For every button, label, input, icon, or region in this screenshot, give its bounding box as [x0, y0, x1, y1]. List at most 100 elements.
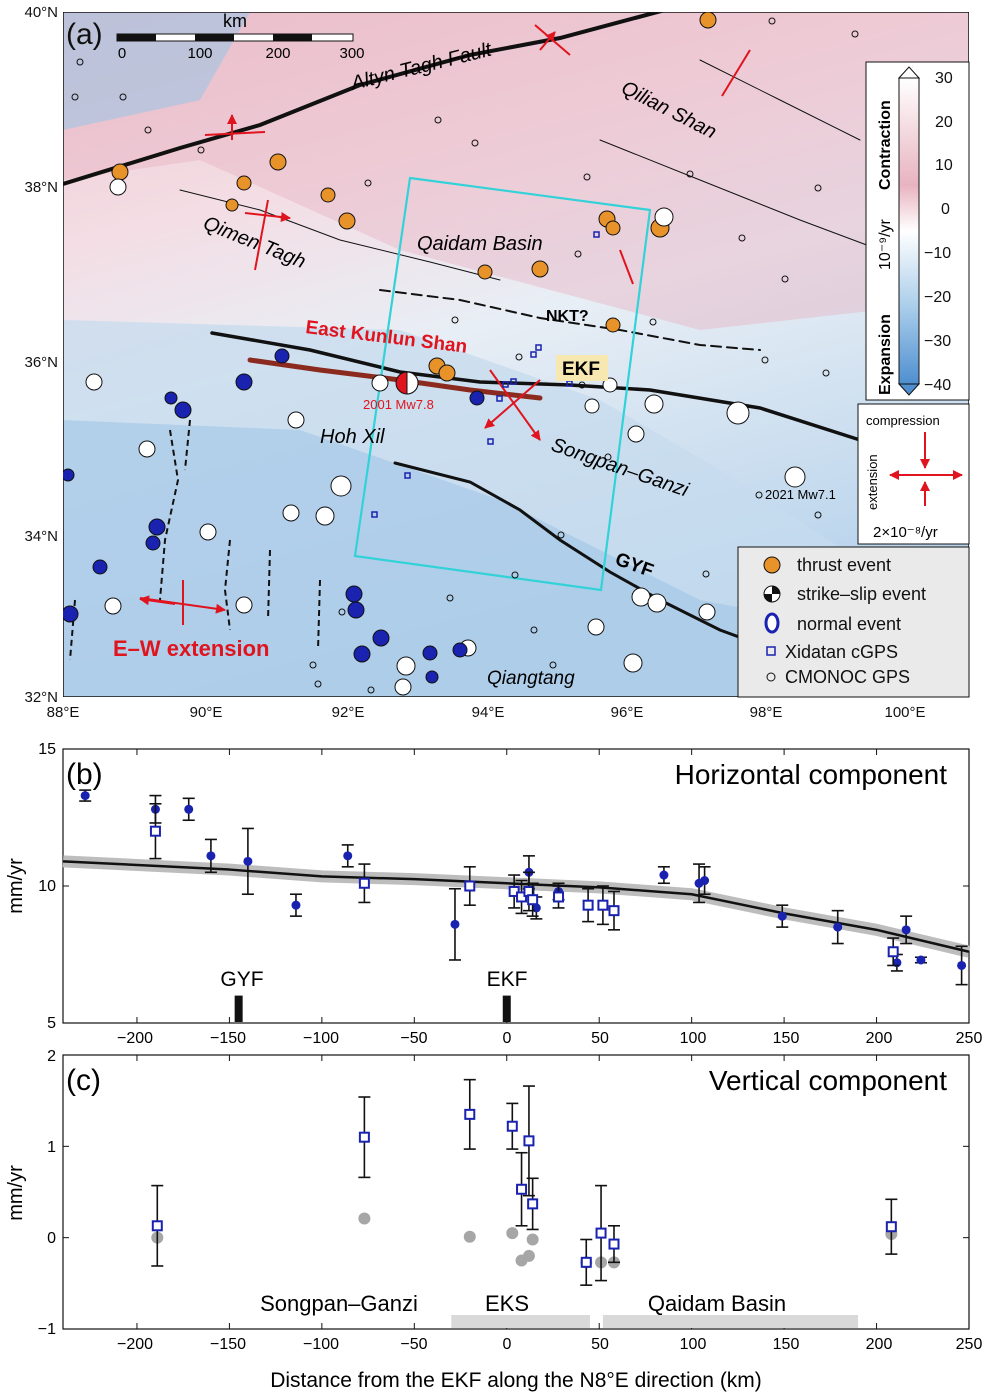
- normal-faults: [69, 419, 321, 661]
- gps-point-square: [595, 1227, 607, 1239]
- qiangtang-label: Qiangtang: [487, 668, 575, 689]
- chart-b-title: Horizontal component: [675, 759, 948, 790]
- gps-point-filled: [957, 960, 967, 970]
- contraction-zone: [63, 12, 969, 330]
- 2021-eq-label: 2021 Mw7.1: [765, 487, 836, 502]
- fault-marker-ekf: [502, 995, 511, 1022]
- x-tick-label: 150: [773, 1336, 800, 1353]
- colorbar-tick: 0: [941, 201, 950, 218]
- y-tick-label: 15: [38, 741, 56, 758]
- x-tick-label: 0: [503, 1030, 512, 1047]
- gps-point-square: [608, 1238, 620, 1250]
- extension-label: extension: [865, 454, 880, 510]
- lon-label: 96°E: [611, 704, 644, 721]
- chart-c-frame: [62, 1054, 970, 1330]
- colorbar-tick: −30: [924, 333, 951, 350]
- strain-scale-label: 2×10⁻⁸/yr: [873, 524, 938, 541]
- scalebar-tick: 100: [187, 45, 212, 62]
- x-tick-label: −100: [303, 1030, 339, 1047]
- gps-point-filled: [450, 919, 460, 929]
- lat-label: 32°N: [24, 689, 58, 706]
- x-tick-label: −50: [400, 1336, 427, 1353]
- focal-mechanisms: [63, 12, 806, 696]
- panel-b-label: (b): [66, 758, 103, 791]
- region-songpan-label: Songpan–Ganzi: [260, 1291, 418, 1316]
- x-tick-label: −150: [210, 1030, 246, 1047]
- qilian-thrust-2: [699, 59, 861, 141]
- lat-label: 38°N: [24, 179, 58, 196]
- gps-point-filled: [343, 851, 353, 861]
- x-tick-label: −200: [117, 1336, 153, 1353]
- lat-label: 34°N: [24, 528, 58, 545]
- gps-point-square: [553, 891, 565, 903]
- x-tick-label: 200: [866, 1336, 893, 1353]
- lat-label: 36°N: [24, 354, 58, 371]
- gps-point-square: [358, 1131, 370, 1143]
- ekf-label-bg: [556, 355, 608, 381]
- lon-label: 100°E: [884, 704, 925, 721]
- gps-point-square: [464, 880, 476, 892]
- gyf-marker-label: GYF: [220, 968, 263, 991]
- cmonoc-gps-sites: [71, 17, 882, 694]
- y-tick-label: 10: [38, 878, 56, 895]
- x-tick-label: −50: [400, 1030, 427, 1047]
- x-axis-title: Distance from the EKF along the N8°E dir…: [270, 1369, 762, 1392]
- strain-arrows: [139, 24, 751, 625]
- thrust-events: [111, 12, 717, 382]
- gyf-fault: [393, 461, 782, 654]
- chart-c-title: Vertical component: [709, 1065, 947, 1096]
- lon-label: 92°E: [332, 704, 365, 721]
- model-vertical-point: [463, 1230, 476, 1243]
- gps-point-square: [149, 825, 161, 837]
- chart-c-ylabel: mm/yr: [5, 1165, 27, 1221]
- panel-a-label: (a): [66, 18, 103, 51]
- colorbar-tick: −10: [924, 245, 951, 262]
- gps-point-filled: [916, 955, 926, 965]
- chart-b-yticks: 5 10 15: [38, 741, 56, 1032]
- gps-point-filled: [777, 911, 787, 921]
- gps-point-square: [506, 1120, 518, 1132]
- map-legend: thrust event strike–slip event normal ev…: [737, 546, 970, 698]
- y-tick-label: 2: [47, 1048, 56, 1065]
- model-vertical-point: [522, 1249, 535, 1262]
- gps-point-square: [527, 894, 539, 906]
- region-eks-label: EKS: [485, 1291, 529, 1316]
- gps-point-square: [580, 1256, 592, 1268]
- x-tick-label: 250: [956, 1030, 983, 1047]
- model-vertical-point: [358, 1212, 371, 1225]
- qilian-thrust: [599, 139, 881, 251]
- x-tick-label: −150: [210, 1336, 246, 1353]
- x-tick-label: 100: [680, 1030, 707, 1047]
- y-tick-label: 1: [47, 1139, 56, 1156]
- x-tick-label: 250: [956, 1336, 983, 1353]
- gps-point-filled: [833, 922, 843, 932]
- cmonoc-legend-icon: [766, 672, 776, 682]
- panel-c-label: (c): [66, 1064, 101, 1097]
- region-qaidam-label: Qaidam Basin: [648, 1291, 786, 1316]
- region-bar-qaidam-basin: [602, 1315, 859, 1328]
- y-tick-label: 0: [47, 1230, 56, 1247]
- gps-point-square: [523, 1135, 535, 1147]
- scalebar-tick: 200: [265, 45, 290, 62]
- nkt-label: NKT?: [546, 308, 589, 325]
- gps-point-filled: [184, 804, 194, 814]
- 2001-eq-label: 2001 Mw7.8: [363, 397, 434, 412]
- x-tick-label: 0: [503, 1336, 512, 1353]
- x-tick-label: 50: [591, 1336, 609, 1353]
- lon-label: 90°E: [190, 704, 223, 721]
- lat-label: 40°N: [24, 4, 58, 21]
- x-tick-label: 200: [866, 1030, 893, 1047]
- gps-point-filled: [80, 791, 90, 801]
- scalebar: km 0 100 200 300: [116, 11, 365, 62]
- colorbar-tick: 30: [935, 70, 953, 87]
- gps-point-filled: [243, 856, 253, 866]
- gps-point-square: [582, 899, 594, 911]
- normal-events: [63, 348, 485, 684]
- x-tick-label: −200: [117, 1030, 153, 1047]
- xidatan-legend-icon: [766, 646, 776, 656]
- lon-label: 94°E: [472, 704, 505, 721]
- hoh-xil-label: Hoh Xil: [320, 426, 385, 448]
- colorbar-tick: 20: [935, 114, 953, 131]
- normal-legend-icon: [764, 612, 780, 634]
- gps-point-square: [885, 1221, 897, 1233]
